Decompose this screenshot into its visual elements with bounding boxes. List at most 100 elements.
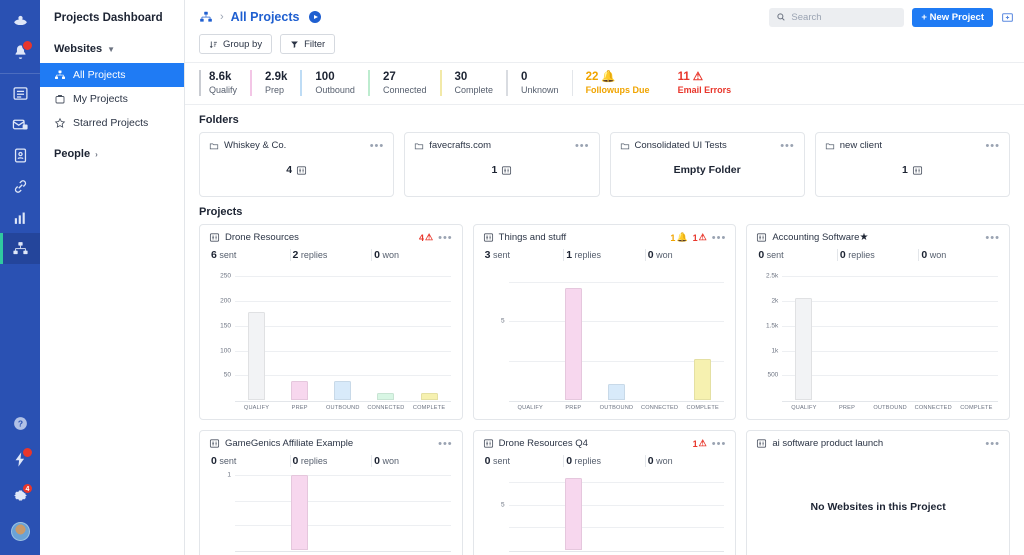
folder-menu-button[interactable]: ••• — [780, 139, 795, 152]
project-menu-button[interactable]: ••• — [711, 231, 727, 244]
errors-badge: 4 ⚠ — [419, 232, 434, 243]
errors-badge: 1 ⚠ — [692, 438, 707, 449]
bar-cell — [321, 269, 364, 400]
x-axis-label: OUTBOUND — [599, 405, 634, 411]
help-icon[interactable]: ? — [0, 408, 40, 439]
bar[interactable] — [607, 384, 625, 400]
project-name: Accounting Software★ — [772, 232, 869, 243]
sitemap-icon[interactable] — [0, 233, 40, 264]
stat-label: Email Errors — [677, 85, 732, 95]
stat-value: 2.9k — [265, 71, 288, 83]
folder-menu-button[interactable]: ••• — [985, 139, 1000, 152]
metric-won: 0 won — [647, 455, 673, 467]
bar[interactable] — [564, 287, 582, 400]
bar[interactable] — [248, 312, 266, 400]
folder-menu-button[interactable]: ••• — [369, 139, 385, 152]
folder-card[interactable]: Whiskey & Co. ••• 4 — [199, 132, 395, 197]
inbox-icon[interactable] — [0, 109, 40, 140]
x-axis-label: PREP — [291, 405, 308, 411]
project-card[interactable]: Drone Resources Q4 1 ⚠ ••• 0 sent 0 replies 0 … — [472, 430, 737, 555]
link-icon[interactable] — [0, 171, 40, 202]
folder-icon — [415, 143, 424, 149]
avatar-image — [10, 522, 30, 541]
lightning-icon[interactable] — [0, 444, 40, 475]
project-menu-button[interactable]: ••• — [985, 437, 1000, 450]
stat-outbound[interactable]: 100 Outbound — [300, 70, 368, 96]
folder-header: favecrafts.com ••• — [414, 140, 589, 151]
project-card[interactable]: Accounting Software★ ••• 0 sent 0 replies 0 … — [746, 224, 1010, 420]
project-card[interactable]: Drone Resources 4 ⚠ ••• 6 sent 2 replies 0 won… — [199, 224, 463, 420]
project-menu-button[interactable]: ••• — [438, 437, 453, 450]
stat-prep[interactable]: 2.9k Prep — [250, 70, 300, 96]
project-card[interactable]: GameGenics Affiliate Example ••• 0 sent 0 r… — [199, 430, 463, 555]
avatar[interactable] — [0, 516, 40, 547]
search-box[interactable] — [769, 7, 905, 27]
bar[interactable] — [291, 381, 309, 400]
folder-card[interactable]: new client ••• 1 — [814, 132, 1010, 197]
folder-card[interactable]: Consolidated UI Tests ••• Empty Folder — [609, 132, 805, 197]
folder-body: 1 — [414, 151, 589, 189]
sidebar-section-people[interactable]: People › — [40, 143, 184, 168]
folder-name: new client — [839, 140, 882, 151]
stat-unknown[interactable]: 0 Unknown — [506, 70, 572, 96]
list-icon[interactable] — [0, 78, 40, 109]
gear-icon[interactable]: 4 — [0, 480, 40, 511]
bar[interactable] — [795, 298, 813, 400]
folder-menu-button[interactable]: ••• — [574, 139, 590, 152]
bar[interactable] — [377, 392, 395, 400]
stat-value: 100 — [315, 71, 335, 83]
bar-cell — [278, 475, 321, 550]
sidebar-section-websites[interactable]: Websites ▼ — [40, 38, 184, 63]
bell-icon[interactable] — [0, 37, 40, 68]
folder-icon — [825, 143, 834, 149]
project-metrics: 0 sent 0 replies 0 won — [209, 449, 453, 471]
new-project-button[interactable]: + New Project — [912, 7, 993, 27]
stat-followups-due[interactable]: 22 🔔 Followups Due — [571, 70, 663, 96]
metric-sent: 6 sent — [209, 249, 291, 261]
breadcrumb-current[interactable]: All Projects — [230, 10, 300, 24]
project-card[interactable]: Things and stuff 1 🔔 1 ⚠ ••• 3 sent 1 replies 0 … — [472, 224, 737, 420]
stat-connected[interactable]: 27 Connected — [367, 70, 440, 96]
bar[interactable] — [564, 477, 582, 550]
project-header: Things and stuff 1 🔔 1 ⚠ ••• — [483, 232, 727, 243]
project-card[interactable]: ai software product launch ••• No Websites… — [746, 430, 1010, 555]
sidebar-item-starred-projects[interactable]: Starred Projects — [40, 111, 184, 135]
gridline: 2k — [771, 298, 998, 305]
y-axis-tick: 250 — [220, 272, 231, 280]
x-axis-label: OUTBOUND — [873, 405, 907, 411]
website-icon — [912, 165, 922, 175]
plot-area: 500 1k 1.5k 2k 2.5k — [766, 269, 998, 400]
logo-icon[interactable] — [0, 6, 40, 37]
project-menu-button[interactable]: ••• — [438, 231, 453, 244]
search-input[interactable] — [791, 11, 898, 23]
bar[interactable] — [420, 392, 438, 400]
group-by-button[interactable]: Group by — [199, 34, 273, 54]
analytics-icon[interactable] — [0, 202, 40, 233]
add-panel-icon[interactable] — [1001, 11, 1014, 24]
warning-icon: ⚠ — [698, 232, 707, 242]
group-by-label: Group by — [223, 38, 263, 50]
bar-cell — [408, 475, 451, 550]
sidebar-item-my-projects[interactable]: My Projects — [40, 87, 184, 111]
sort-icon — [209, 41, 217, 48]
folder-card[interactable]: favecrafts.com ••• 1 — [404, 132, 600, 197]
stats-row: 8.6k Qualify 2.9k Prep 100 Outbound 27 Connecte… — [185, 62, 1024, 105]
bar[interactable] — [694, 358, 712, 400]
project-menu-button[interactable]: ••• — [711, 437, 727, 450]
stat-email-errors[interactable]: 11 ⚠ Email Errors — [663, 70, 745, 96]
project-name: ai software product launch — [772, 438, 884, 449]
x-axis-label: PREP — [565, 405, 582, 411]
stat-complete[interactable]: 30 Complete — [439, 70, 507, 96]
project-menu-button[interactable]: ••• — [985, 231, 1000, 244]
filter-button[interactable]: Filter — [280, 34, 336, 54]
website-icon — [209, 439, 220, 448]
stat-qualify[interactable]: 8.6k Qualify — [199, 70, 250, 96]
play-circle-icon[interactable] — [309, 11, 322, 23]
bar[interactable] — [291, 475, 309, 550]
contact-card-icon[interactable] — [0, 140, 40, 171]
sidebar-item-all-projects[interactable]: All Projects — [40, 63, 184, 87]
bar-cell — [364, 269, 407, 400]
bar[interactable] — [334, 381, 352, 400]
star-icon[interactable]: ★ — [859, 232, 869, 243]
